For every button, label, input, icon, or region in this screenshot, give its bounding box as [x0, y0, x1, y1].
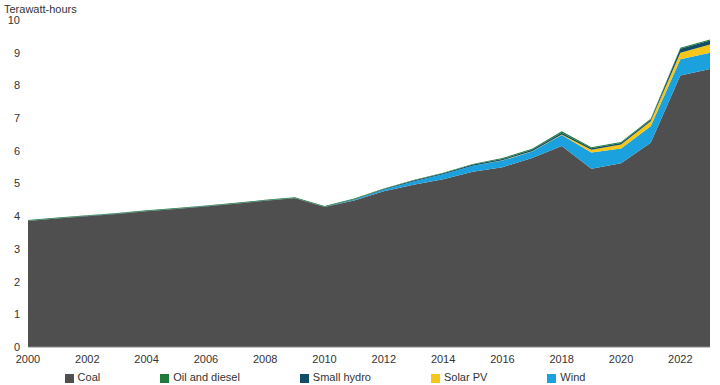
svg-text:6: 6: [14, 145, 20, 157]
svg-text:2002: 2002: [75, 353, 99, 365]
svg-text:2016: 2016: [490, 353, 514, 365]
html-text:Coal: Coal: [77, 371, 101, 383]
html-text:Solar PV: Solar PV: [443, 371, 488, 383]
svg-text:10: 10: [8, 14, 20, 26]
svg-text:2006: 2006: [194, 353, 218, 365]
html-text:Oil and diesel: Oil and diesel: [173, 371, 240, 383]
svg-text:2022: 2022: [668, 353, 692, 365]
svg-text:2000: 2000: [16, 353, 40, 365]
svg-text:3: 3: [14, 243, 20, 255]
svg-text:0: 0: [14, 341, 20, 353]
svg-text:1: 1: [14, 308, 20, 320]
svg-text:5: 5: [14, 177, 20, 189]
svg-text:2018: 2018: [549, 353, 573, 365]
svg-text:2010: 2010: [312, 353, 336, 365]
html-text:Wind: Wind: [560, 371, 586, 383]
svg-text:2020: 2020: [609, 353, 633, 365]
svg-text:2: 2: [14, 276, 20, 288]
svg-text:2004: 2004: [134, 353, 158, 365]
svg-text:2012: 2012: [372, 353, 396, 365]
svg-text:4: 4: [14, 210, 20, 222]
svg-text:2014: 2014: [431, 353, 455, 365]
svg-text:9: 9: [14, 47, 20, 59]
html-text:Small hydro: Small hydro: [312, 371, 371, 383]
svg-text:7: 7: [14, 112, 20, 124]
svg-text:2008: 2008: [253, 353, 277, 365]
svg-text:8: 8: [14, 79, 20, 91]
html-text:Terawatt-hours: Terawatt-hours: [4, 3, 77, 15]
